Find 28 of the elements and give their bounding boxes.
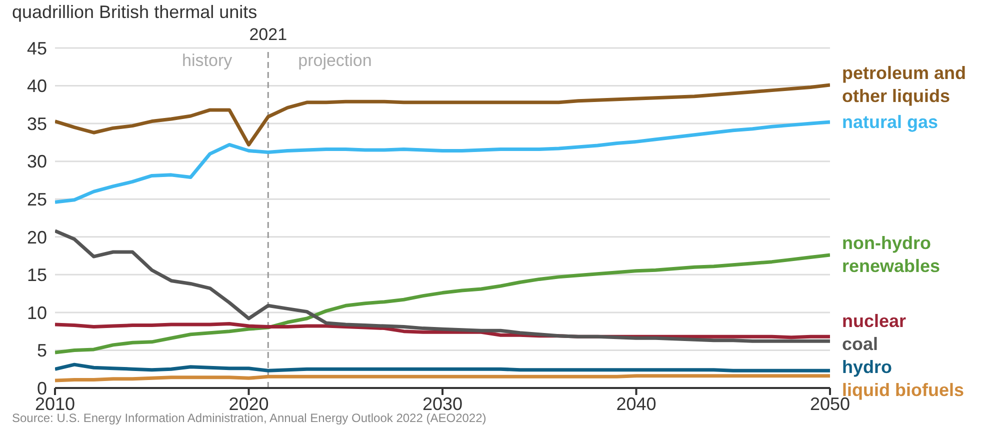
series-label: hydro	[842, 356, 894, 380]
x-tick-label: 2030	[422, 394, 463, 414]
series-label: nuclear	[842, 310, 908, 334]
line-series	[55, 362, 830, 372]
y-tick-label: 30	[26, 152, 47, 172]
ref-line-label: 2021	[249, 25, 288, 44]
x-tick-label: 2040	[616, 394, 656, 414]
y-axis-title: quadrillion British thermal units	[12, 2, 258, 23]
y-tick-label: 15	[26, 265, 47, 286]
y-tick-label: 20	[26, 227, 47, 248]
series-label: coal	[842, 333, 880, 356]
y-tick-label: 40	[26, 76, 47, 96]
line-series	[55, 253, 830, 354]
series-label: petroleum and other liquids	[842, 62, 968, 108]
x-tick-label: 2020	[228, 394, 269, 414]
y-tick-label: 45	[26, 38, 47, 58]
y-tick-label: 25	[26, 190, 47, 210]
y-tick-label: 5	[36, 340, 47, 361]
y-tick-label: 10	[26, 302, 47, 323]
annotation: history	[182, 51, 232, 71]
series-label: natural gas	[842, 110, 940, 134]
annotation: projection	[298, 51, 372, 71]
series-label: non-hydro renewables	[842, 232, 942, 278]
source-note: Source: U.S. Energy Information Administration, Annual Energy Outlook 2022 (AEO2022)	[12, 411, 486, 425]
line-series	[55, 83, 830, 146]
line-series	[55, 120, 830, 204]
y-tick-label: 35	[26, 114, 47, 134]
line-series	[55, 229, 830, 343]
